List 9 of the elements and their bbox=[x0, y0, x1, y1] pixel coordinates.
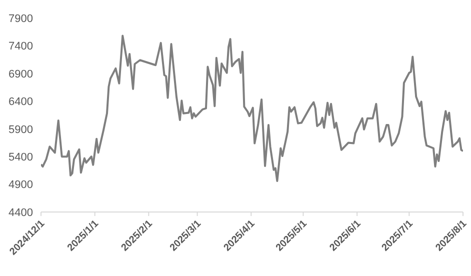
line-series bbox=[41, 34, 463, 182]
y-tick-label: 6900 bbox=[8, 68, 33, 80]
y-tick-label: 4900 bbox=[8, 179, 33, 192]
y-tick-label: 4400 bbox=[8, 206, 33, 219]
y-tick-label: 6400 bbox=[8, 96, 33, 108]
y-tick-label: 5400 bbox=[8, 151, 33, 164]
y-tick-label: 7900 bbox=[8, 12, 33, 25]
y-tick-label: 7400 bbox=[8, 40, 33, 53]
y-tick-label: 5900 bbox=[8, 124, 33, 136]
